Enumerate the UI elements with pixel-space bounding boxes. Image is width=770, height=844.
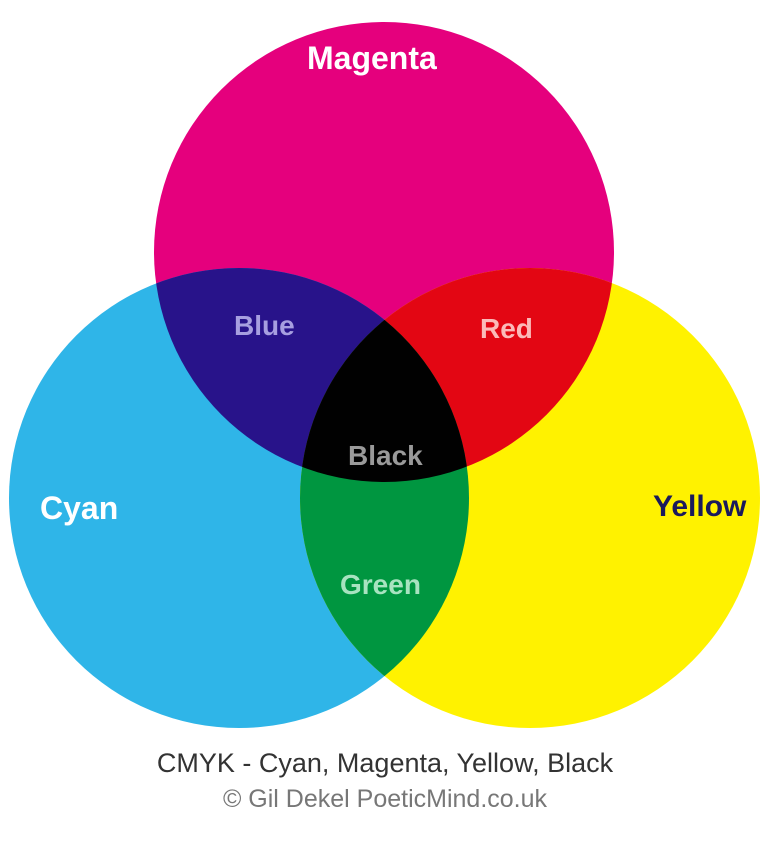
label-green: Green: [340, 569, 421, 601]
label-cyan: Cyan: [40, 490, 118, 527]
venn-diagram: Magenta Cyan Yellow Blue Red Green Black: [0, 0, 770, 740]
label-red: Red: [480, 313, 533, 345]
venn-svg: [0, 0, 770, 740]
label-black: Black: [348, 440, 423, 472]
label-blue: Blue: [234, 310, 295, 342]
caption-text: CMYK - Cyan, Magenta, Yellow, Black: [0, 748, 770, 779]
label-magenta: Magenta: [307, 40, 437, 77]
credit-text: © Gil Dekel PoeticMind.co.uk: [0, 785, 770, 814]
label-yellow: Yellow: [653, 490, 746, 524]
